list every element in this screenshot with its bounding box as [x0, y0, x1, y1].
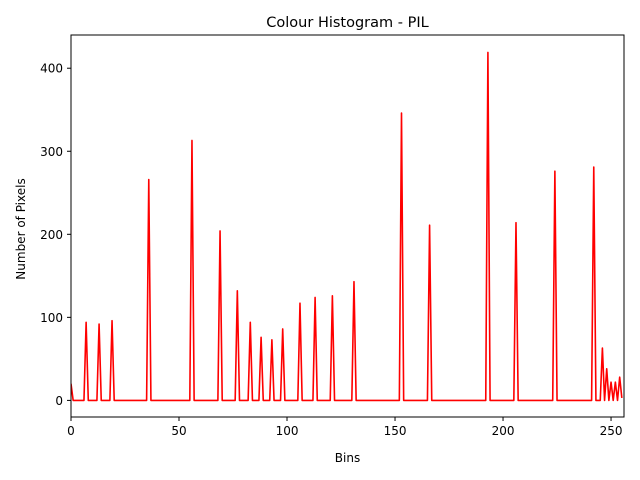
y-axis-ticks: 0 100 200 300 400: [40, 62, 71, 408]
x-tick-label: 150: [384, 424, 407, 438]
axes-frame: [70, 34, 625, 418]
plot-area: [71, 51, 623, 402]
x-tick-label: 0: [67, 424, 75, 438]
y-tick-label: 100: [40, 311, 63, 325]
x-axis-ticks: 0 50 100 150 200 250: [67, 417, 622, 438]
y-tick-label: 0: [55, 394, 63, 408]
y-axis-label: Number of Pixels: [14, 178, 28, 279]
series-line: [71, 51, 623, 402]
y-tick-label: 400: [40, 62, 63, 76]
x-tick-label: 250: [600, 424, 623, 438]
chart-title: Colour Histogram - PIL: [266, 15, 428, 31]
y-tick-label: 200: [40, 228, 63, 242]
x-tick-label: 50: [171, 424, 186, 438]
x-tick-label: 200: [492, 424, 515, 438]
x-axis-label: Bins: [335, 451, 360, 465]
x-tick-label: 100: [276, 424, 299, 438]
y-tick-label: 300: [40, 145, 63, 159]
